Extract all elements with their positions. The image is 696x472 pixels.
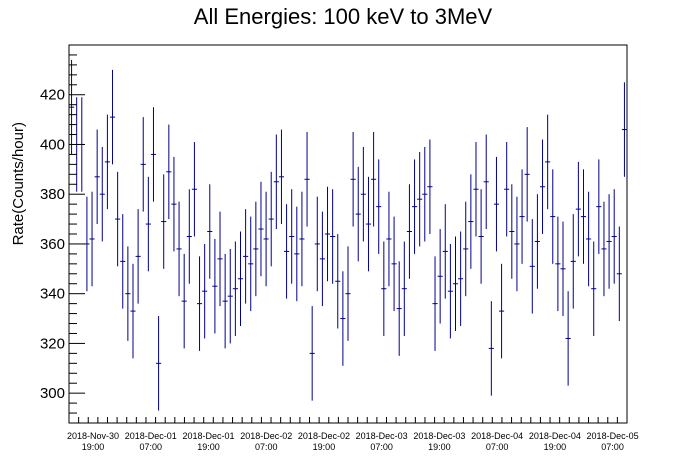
x-tick-label-time: 19:00: [82, 442, 105, 452]
x-tick-label-time: 19:00: [197, 442, 220, 452]
error-bars: [71, 59, 625, 411]
y-tick-label: 340: [40, 286, 65, 303]
x-tick-label-date: 2018-Dec-03: [413, 431, 465, 441]
x-tick-label-time: 19:00: [544, 442, 567, 452]
y-tick-label: 380: [40, 186, 65, 203]
x-tick-label-time: 19:00: [313, 442, 336, 452]
x-tick-label-date: 2018-Dec-03: [356, 431, 408, 441]
x-tick-label-date: 2018-Dec-02: [240, 431, 292, 441]
x-tick-label-time: 07:00: [140, 442, 163, 452]
y-tick-label: 360: [40, 236, 65, 253]
plot-frame: [68, 44, 628, 424]
y-axis-ticks: 300 320 340 360 380 400 420: [40, 44, 85, 424]
x-tick-label-time: 07:00: [255, 442, 278, 452]
y-axis-label: Rate(Counts/hour): [10, 122, 27, 245]
x-tick-label-time: 07:00: [486, 442, 509, 452]
x-tick-label-time: 07:00: [601, 442, 624, 452]
data-points: [69, 106, 627, 364]
y-tick-label: 400: [40, 136, 65, 153]
x-tick-label-date: 2018-Dec-02: [298, 431, 350, 441]
x-tick-label-time: 19:00: [428, 442, 451, 452]
x-tick-label-time: 07:00: [370, 442, 393, 452]
x-tick-label-date: 2018-Dec-01: [182, 431, 234, 441]
x-tick-label-date: 2018-Dec-01: [125, 431, 177, 441]
y-tick-label: 320: [40, 335, 65, 352]
x-tick-label-date: 2018-Dec-04: [471, 431, 523, 441]
x-tick-label-date: 2018-Dec-04: [529, 431, 581, 441]
y-tick-label: 300: [40, 385, 65, 402]
chart-title: All Energies: 100 keV to 3MeV: [194, 4, 493, 29]
y-tick-label: 420: [40, 87, 65, 104]
x-axis-ticks: 2018-Nov-3019:002018-Dec-0107:002018-Dec…: [67, 417, 639, 452]
x-tick-label-date: 2018-Nov-30: [67, 431, 119, 441]
x-tick-label-date: 2018-Dec-05: [587, 431, 639, 441]
